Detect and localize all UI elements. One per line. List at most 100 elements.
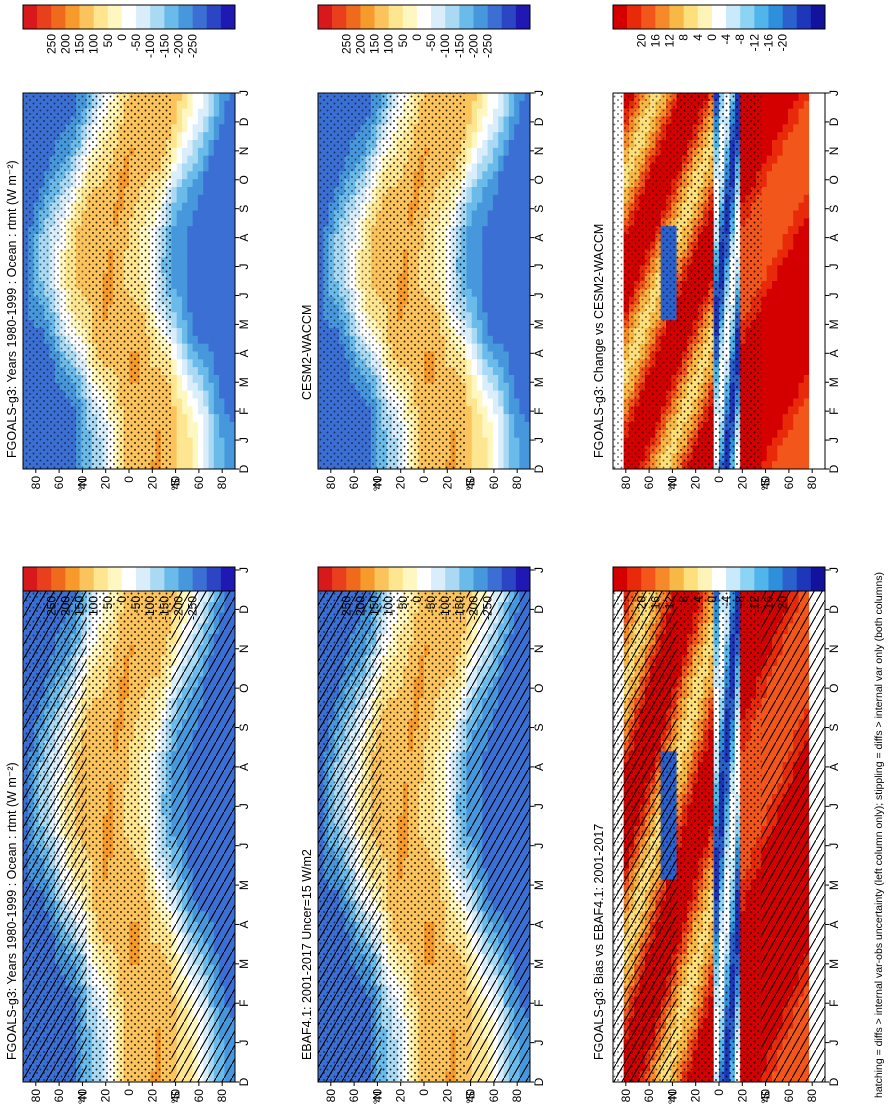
x-tick-label: M <box>532 880 546 890</box>
colorbar-swatch <box>431 567 446 591</box>
colorbar-label: 50 <box>396 596 410 610</box>
colorbar-label: 100 <box>87 596 101 616</box>
colorbar-label: -50 <box>424 596 438 614</box>
x-tick-label: D <box>237 605 251 614</box>
colorbar-swatch <box>37 567 52 591</box>
footnote-text: hatching = diffs > internal var-obs unce… <box>873 572 885 1098</box>
colorbar-swatch <box>220 567 236 591</box>
colorbar-swatch <box>332 567 347 591</box>
colorbar-label: 250 <box>339 596 353 616</box>
colorbar-swatch <box>402 567 418 591</box>
colorbar-swatch <box>515 567 531 591</box>
colorbar-swatch <box>473 567 488 591</box>
x-tick-label: J <box>237 567 251 573</box>
colorbar-label: 0 <box>115 596 129 603</box>
colorbar-swatch <box>121 567 137 591</box>
colorbar-label: -150 <box>157 596 171 620</box>
x-tick-label: D <box>532 1077 546 1086</box>
panel-left-top: FGOALS-g3: Years 1980-1999 : Ocean : rtm… <box>5 566 251 1104</box>
colorbar-label: 200 <box>58 596 72 616</box>
colorbar-label: -150 <box>452 596 466 620</box>
colorbar-label: 250 <box>44 596 58 616</box>
x-tick-label: J <box>532 1040 546 1046</box>
colorbar-swatch <box>150 567 165 591</box>
colorbar-swatch <box>501 567 517 591</box>
colorbar-swatch <box>206 567 222 591</box>
x-tick-label: N <box>532 644 546 653</box>
x-tick-label: D <box>237 1077 251 1086</box>
colorbar-swatch <box>65 567 80 591</box>
x-tick-label: A <box>532 920 546 928</box>
hatching-overlay <box>466 570 530 1082</box>
colorbar-swatch <box>487 567 503 591</box>
hatching-overlay <box>318 570 382 1082</box>
colorbar-swatch <box>318 567 333 591</box>
colorbar-label: -250 <box>186 596 200 620</box>
colorbar-label: 150 <box>73 596 87 616</box>
colorbar-swatch <box>164 567 179 591</box>
y-tick-label: 80 <box>324 1089 338 1103</box>
panel-left-bot: FGOALS-g3: Bias vs EBAF4.1: 2001-2017 DJ… <box>592 566 841 1104</box>
panel-left-mid: EBAF4.1: 2001-2017 Uncer=15 W/m2 DJFMAMJ… <box>300 566 546 1104</box>
colorbar-swatch <box>416 567 432 591</box>
colorbar-swatch <box>192 567 208 591</box>
colorbar-swatch <box>374 567 389 591</box>
colorbar-swatch <box>178 567 193 591</box>
hemisphere-label: °S <box>464 1091 478 1104</box>
x-tick-label: A <box>237 763 251 771</box>
colorbar-swatch <box>93 567 109 591</box>
panel-title: EBAF4.1: 2001-2017 Uncer=15 W/m2 <box>300 849 314 1060</box>
y-tick-label: 20 <box>99 1089 113 1103</box>
y-tick-label: 60 <box>52 1089 66 1103</box>
x-tick-label: M <box>237 959 251 969</box>
colorbar-swatch <box>79 567 94 591</box>
x-tick-label: F <box>237 1000 251 1007</box>
hatching-overlay <box>23 570 87 1082</box>
colorbar-label: 50 <box>101 596 115 610</box>
y-tick-label: 40 <box>169 1089 183 1103</box>
x-tick-label: S <box>237 724 251 732</box>
x-tick-label: N <box>237 644 251 653</box>
y-tick-label: 40 <box>370 1089 384 1103</box>
colorbar-label: 150 <box>368 596 382 616</box>
heatmap-left-bot <box>613 570 825 1082</box>
colorbar-left-mid: 250 200 150 100 50 0 -50 -100 -150 -200 -250 <box>317 566 531 620</box>
y-ticks: 80 60 40 20 0 20 40 60 80°N °S <box>29 1082 229 1104</box>
hatching-overlay <box>171 570 235 1082</box>
colorbar-label: 200 <box>353 596 367 616</box>
y-tick-label: 60 <box>347 1089 361 1103</box>
y-tick-label: 80 <box>215 1089 229 1103</box>
hemisphere-label: °S <box>169 1091 183 1104</box>
colorbar-frame <box>317 566 531 592</box>
colorbar-swatch <box>136 567 151 591</box>
hemisphere-label: °N <box>370 1091 384 1104</box>
colorbar-left-top: 250 200 150 100 50 0 -50 -100 -150 -200 -250 <box>22 566 236 620</box>
y-tick-label: 80 <box>510 1089 524 1103</box>
x-tick-label: M <box>532 959 546 969</box>
colorbar-swatch <box>51 567 66 591</box>
colorbar-swatch <box>107 567 123 591</box>
y-tick-label: 0 <box>122 1089 136 1096</box>
y-tick-label: 60 <box>487 1089 501 1103</box>
colorbar-swatch <box>388 567 404 591</box>
x-tick-label: S <box>532 724 546 732</box>
colorbar-swatch <box>360 567 375 591</box>
x-tick-label: J <box>237 843 251 849</box>
x-tick-label: O <box>532 683 546 692</box>
x-tick-label: J <box>237 1040 251 1046</box>
x-tick-label: M <box>237 880 251 890</box>
y-ticks: 80 60 40 20 0 20 40 60 80°N °S <box>324 1082 524 1104</box>
colorbar-swatch <box>445 567 460 591</box>
y-tick-label: 20 <box>440 1089 454 1103</box>
colorbar-swatch <box>459 567 474 591</box>
colorbar-label: -250 <box>481 596 495 620</box>
x-tick-label: J <box>532 803 546 809</box>
colorbar-swatch <box>346 567 361 591</box>
x-tick-label: O <box>237 683 251 692</box>
y-tick-label: 0 <box>417 1089 431 1096</box>
y-tick-label: 40 <box>75 1089 89 1103</box>
y-tick-label: 20 <box>394 1089 408 1103</box>
x-tick-label: J <box>532 567 546 573</box>
